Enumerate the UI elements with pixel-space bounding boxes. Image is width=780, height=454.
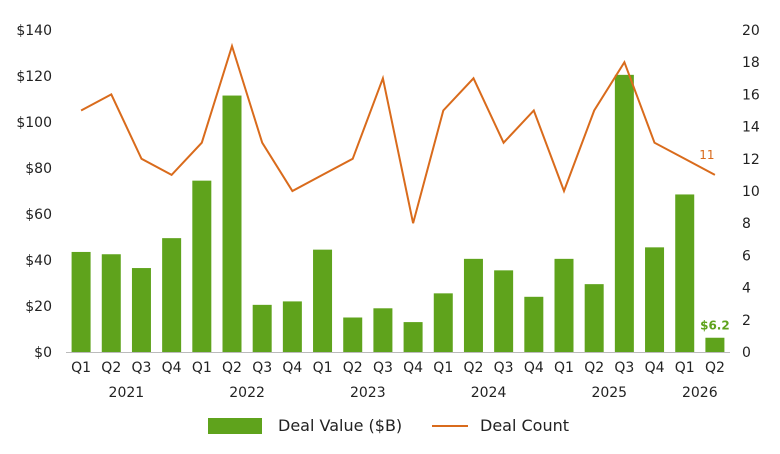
x-tick-label: Q1 [192,360,212,376]
y-right-tick-label: 18 [742,55,760,71]
y-left-tick-label: $120 [16,69,52,85]
x-tick-label: Q2 [343,360,363,376]
x-tick-label: Q4 [524,360,544,376]
bar [222,95,242,353]
y-right-tick-label: 4 [742,281,751,297]
bar [645,247,665,352]
x-tick-label: Q2 [705,360,725,376]
x-tick-label: Q2 [101,360,121,376]
bar [433,293,453,352]
y-left-tick-label: $60 [25,207,52,223]
x-tick-label: Q4 [282,360,302,376]
line-deal-count [80,42,716,224]
x-tick-label: Q2 [222,360,242,376]
x-tick-label: Q4 [403,360,423,376]
right-axis: 0 2 4 6 8 10 12 14 16 18 20 [742,23,760,361]
bar [463,258,483,352]
y-right-tick-label: 10 [742,184,760,200]
bar [373,308,393,352]
legend-swatch-bar [208,418,262,434]
y-right-tick-label: 2 [742,313,751,329]
bar [614,74,634,352]
bar [403,322,423,352]
x-tick-label: Q3 [252,360,272,376]
x-tick-label: Q1 [554,360,574,376]
y-right-tick-label: 16 [742,87,760,103]
y-right-tick-label: 8 [742,216,751,232]
x-tick-label: Q4 [162,360,182,376]
y-left-tick-label: $140 [16,23,52,39]
year-label: 2023 [350,385,386,401]
line-data-label: 11 [699,148,714,162]
year-label: 2022 [229,385,265,401]
year-label: 2025 [591,385,627,401]
y-right-tick-label: 6 [742,248,751,264]
y-right-tick-label: 20 [742,23,760,39]
x-tick-label: Q3 [131,360,151,376]
bar [252,304,272,352]
line-series [80,42,716,224]
bar [71,251,91,352]
bar [162,238,182,352]
y-left-tick-label: $80 [25,161,52,177]
bar [313,249,333,352]
legend-label-bar: Deal Value ($B) [278,416,402,435]
y-right-tick-label: 0 [742,345,751,361]
x-tick-label: Q1 [71,360,91,376]
bar [494,270,514,352]
y-left-tick-label: $40 [25,253,52,269]
bar [192,180,212,352]
year-label: 2021 [109,385,145,401]
bar [705,337,725,352]
left-axis: $0 $20 $40 $60 $80 $100 $120 $140 [16,23,52,361]
x-tick-label: Q3 [373,360,393,376]
x-tick-label: Q3 [494,360,514,376]
y-left-tick-label: $20 [25,299,52,315]
y-right-tick-label: 12 [742,152,760,168]
year-label: 2026 [682,385,718,401]
legend-label-line: Deal Count [480,416,569,435]
legend: Deal Value ($B) Deal Count [208,416,569,435]
x-tick-label: Q4 [645,360,665,376]
bar [343,317,363,352]
bar-data-label: $6.2 [700,319,730,333]
x-tick-label: Q2 [584,360,604,376]
annotations: $6.2 11 [699,148,729,333]
x-tick-label: Q1 [433,360,453,376]
year-label: 2024 [471,385,507,401]
bar [524,296,544,352]
y-left-tick-label: $0 [34,345,52,361]
bars [71,74,725,353]
x-tick-label: Q3 [614,360,634,376]
y-left-tick-label: $100 [16,115,52,131]
bar [584,284,604,352]
bar [675,194,695,352]
bar [282,301,302,352]
x-tick-label: Q2 [463,360,483,376]
y-right-tick-label: 14 [742,120,760,136]
bar [554,258,574,352]
bar [131,268,151,352]
bar [101,254,121,352]
x-tick-label: Q1 [675,360,695,376]
x-tick-label: Q1 [313,360,333,376]
x-axis: Q1 Q2 Q3 Q4 Q1 Q2 Q3 Q4 Q1 Q2 Q3 Q4 Q1 Q2 Q3 Q4 Q1 Q2 Q3 Q4… [66,352,730,401]
